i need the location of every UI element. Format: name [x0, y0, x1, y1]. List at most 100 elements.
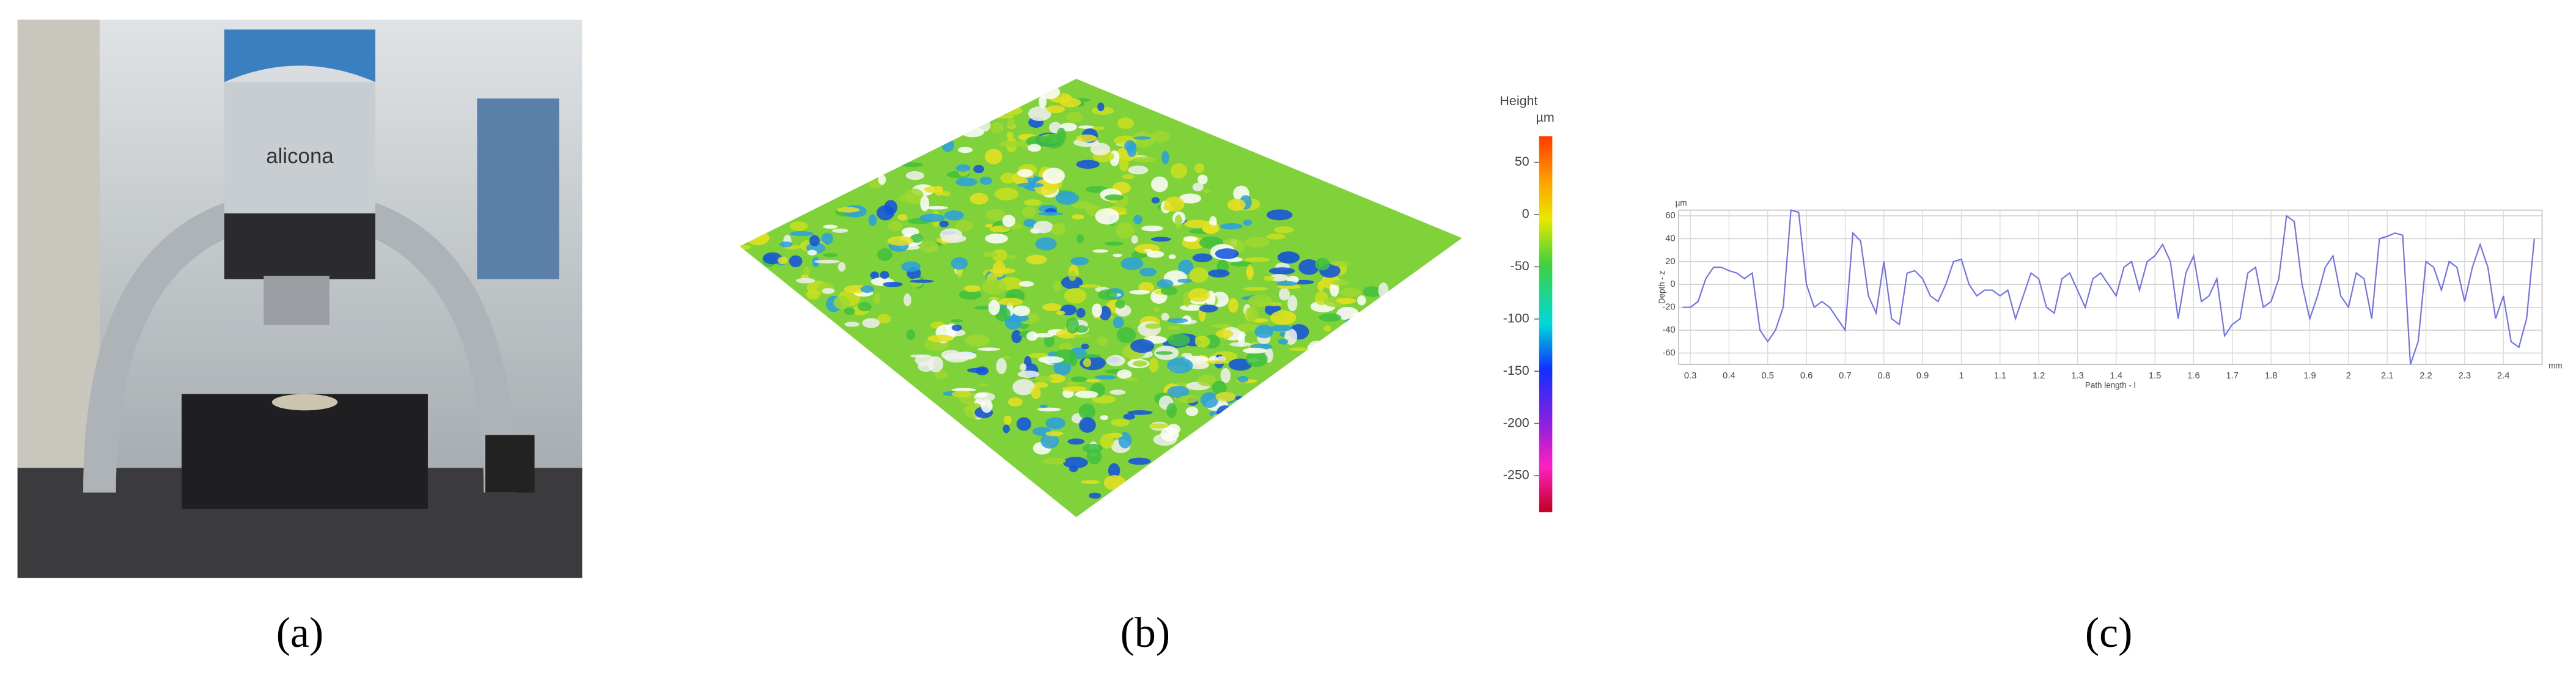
texture-blob	[1345, 369, 1368, 375]
texture-blob	[1209, 457, 1220, 465]
texture-blob	[1356, 331, 1381, 340]
texture-blob	[1160, 427, 1179, 441]
texture-blob	[1246, 351, 1268, 367]
texture-blob	[1306, 374, 1314, 389]
texture-blob	[1310, 381, 1317, 385]
texture-blob	[1003, 424, 1010, 433]
x-tick-label: 1.9	[2303, 371, 2316, 381]
texture-blob	[1228, 444, 1247, 455]
texture-blob	[1150, 176, 1168, 193]
texture-blob	[1151, 197, 1160, 204]
texture-blob	[1130, 339, 1155, 353]
texture-blob	[944, 210, 964, 221]
texture-blob	[941, 138, 954, 152]
x-tick-label: 1.4	[2110, 371, 2123, 381]
texture-blob	[1338, 331, 1364, 342]
microscope-body	[224, 82, 376, 222]
texture-blob	[1189, 267, 1209, 283]
texture-blob	[1076, 134, 1097, 142]
texture-blob	[1133, 215, 1143, 224]
texture-blob	[876, 205, 894, 221]
texture-blob	[1170, 163, 1188, 179]
texture-blob	[965, 334, 990, 347]
surface-plot: Height µm	[740, 78, 1555, 517]
x-tick-label: 1.1	[1994, 371, 2007, 381]
texture-blob	[1076, 160, 1100, 169]
texture-blob	[1314, 362, 1325, 369]
texture-blob	[1315, 352, 1336, 364]
texture-blob	[1438, 331, 1448, 343]
texture-blob	[1113, 317, 1124, 329]
texture-blob	[1056, 311, 1065, 315]
texture-blob	[844, 308, 855, 315]
texture-blob	[1129, 290, 1150, 295]
texture-blob	[1276, 281, 1297, 286]
texture-blob	[1287, 295, 1298, 312]
texture-blob	[1045, 417, 1065, 430]
texture-blob	[941, 191, 951, 196]
texture-blob	[1037, 212, 1064, 216]
texture-blob	[1150, 237, 1171, 242]
colorbar-tick-label: 0	[1522, 207, 1529, 221]
texture-blob	[897, 214, 908, 221]
texture-blob	[985, 233, 1008, 244]
texture-blob	[1179, 193, 1202, 204]
texture-blob	[1212, 451, 1238, 463]
x-tick-label: 1.5	[2149, 371, 2162, 381]
texture-blob	[981, 399, 993, 413]
colorbar	[1539, 136, 1553, 512]
texture-blob	[1146, 251, 1165, 258]
texture-blob	[1042, 303, 1062, 311]
plot-area	[1678, 209, 2543, 365]
texture-blob	[1263, 275, 1275, 281]
texture-blob	[1094, 375, 1117, 380]
texture-blob	[1418, 326, 1437, 343]
profile-line	[1682, 209, 2535, 365]
texture-blob	[1073, 334, 1092, 338]
y-tick-label: -40	[1662, 325, 1675, 335]
texture-blob	[1266, 404, 1287, 420]
texture-blob	[1286, 408, 1310, 418]
texture-blob	[1366, 311, 1387, 319]
texture-blob	[998, 298, 1023, 306]
texture-blob	[1281, 424, 1289, 433]
photo: alicona	[17, 20, 583, 578]
y-tick-label: 20	[1665, 257, 1675, 267]
texture-blob	[1108, 463, 1121, 478]
texture-blob	[1379, 309, 1405, 317]
texture-blob	[919, 213, 945, 223]
texture-blob	[823, 253, 838, 257]
texture-blob	[837, 262, 846, 272]
texture-blob	[985, 223, 993, 228]
texture-blob	[1212, 418, 1225, 432]
x-tick-label: 2	[2346, 371, 2351, 381]
texture-blob	[1330, 282, 1339, 297]
texture-blob	[1337, 389, 1349, 393]
texture-blob	[809, 235, 820, 246]
brand-text: alicona	[266, 144, 334, 168]
x-tick-label: 1.3	[2071, 371, 2084, 381]
texture-blob	[1026, 254, 1047, 265]
texture-blob	[1065, 381, 1081, 386]
texture-blob	[1315, 257, 1330, 271]
texture-blob	[951, 319, 963, 323]
texture-blob	[1075, 390, 1098, 399]
texture-blob	[906, 329, 916, 341]
texture-blob	[1344, 318, 1364, 323]
texture-blob	[1248, 295, 1273, 308]
texture-blob	[877, 248, 892, 262]
texture-blob	[1240, 424, 1264, 440]
texture-blob	[1143, 492, 1165, 504]
texture-blob	[955, 177, 977, 186]
texture-blob	[1117, 117, 1135, 130]
texture-blob	[1168, 254, 1176, 259]
texture-blob	[1034, 376, 1053, 382]
texture-blob	[982, 279, 1007, 295]
x-tick-label: 1.6	[2187, 371, 2200, 381]
texture-blob	[992, 261, 1006, 278]
colorbar-tick-label: -100	[1503, 311, 1529, 325]
texture-blob	[1331, 279, 1350, 286]
texture-blob	[858, 302, 872, 312]
texture-blob	[1269, 274, 1289, 282]
texture-blob	[1092, 106, 1114, 115]
